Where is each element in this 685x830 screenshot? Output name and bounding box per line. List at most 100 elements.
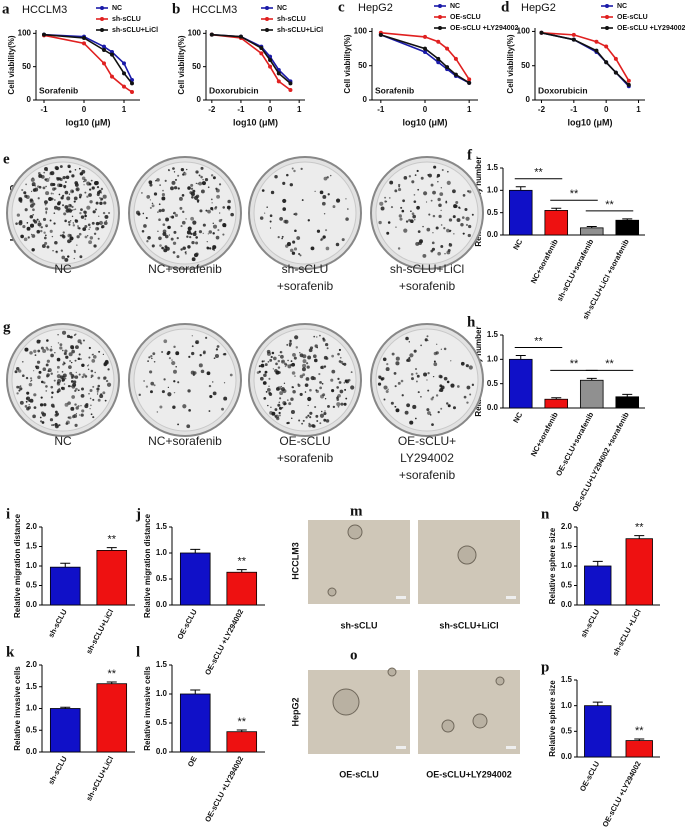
- colony: [316, 229, 321, 233]
- colony: [466, 385, 471, 390]
- colony: [293, 169, 296, 173]
- colony: [43, 403, 47, 407]
- colony: [412, 214, 416, 219]
- colony: [438, 390, 441, 392]
- colony: [324, 410, 326, 412]
- colony: [171, 361, 176, 366]
- drug-label: Sorafenib: [375, 85, 414, 95]
- colony: [286, 173, 289, 177]
- colony: [147, 360, 149, 362]
- colony: [46, 374, 49, 378]
- colony: [62, 231, 65, 234]
- colony: [30, 379, 33, 382]
- data-point: [571, 37, 576, 42]
- legend-marker: [265, 28, 269, 32]
- bar: [179, 693, 211, 753]
- y-tick-label: 1.0: [156, 548, 168, 557]
- bar: [625, 538, 653, 606]
- data-point: [571, 32, 576, 37]
- colony: [462, 232, 465, 235]
- error-bar: [190, 548, 201, 553]
- colony: [63, 383, 66, 385]
- data-point: [82, 36, 86, 40]
- colony: [341, 238, 345, 242]
- colony: [289, 248, 294, 253]
- colony: [158, 218, 161, 222]
- colony: [98, 350, 101, 353]
- colony: [458, 206, 461, 209]
- colony: [202, 223, 206, 227]
- x-tick-label: NC+sorafenib: [529, 237, 560, 285]
- legend-marker: [265, 17, 269, 21]
- significance-label: **: [605, 358, 614, 370]
- colony: [40, 380, 44, 384]
- colony: [56, 365, 60, 369]
- colony: [450, 383, 455, 388]
- colony: [54, 422, 58, 426]
- colony: [209, 247, 212, 250]
- colony: [340, 402, 344, 406]
- colony: [167, 225, 171, 230]
- colony: [279, 391, 284, 396]
- colony: [469, 393, 472, 396]
- colony: [172, 251, 176, 254]
- colony: [88, 392, 90, 395]
- colony: [415, 380, 418, 383]
- colony: [294, 335, 299, 340]
- x-tick-label: OE-sCLU: [578, 760, 601, 793]
- colony: [431, 241, 435, 245]
- colony: [300, 167, 303, 170]
- colony: [445, 201, 448, 204]
- colony: [73, 380, 77, 384]
- colony: [173, 345, 176, 349]
- colony: [384, 196, 387, 199]
- colony: [347, 208, 349, 210]
- colony: [89, 407, 91, 410]
- colony: [50, 385, 54, 389]
- colony: [162, 232, 167, 237]
- colony: [320, 394, 325, 399]
- colony: [452, 215, 456, 219]
- y-tick-label: 2.0: [26, 660, 38, 669]
- colony: [86, 195, 89, 198]
- colony: [261, 189, 265, 192]
- colony: [331, 369, 336, 374]
- colony: [47, 370, 50, 373]
- data-point: [102, 48, 106, 52]
- colony: [260, 363, 265, 368]
- colony: [432, 375, 435, 378]
- colony: [95, 221, 100, 226]
- colony: [413, 194, 416, 196]
- colony: [410, 210, 412, 213]
- data-point: [276, 71, 281, 76]
- colony: [28, 404, 30, 406]
- x-tick-label: 0: [82, 105, 87, 114]
- data-point: [423, 46, 427, 51]
- colony: [394, 385, 397, 388]
- y-axis-label: Relative sphere size: [548, 527, 557, 604]
- panel-letter: n: [541, 506, 550, 522]
- panel-letter: a: [2, 1, 10, 17]
- colony: [90, 376, 92, 378]
- colony: [195, 182, 197, 184]
- colony: [314, 405, 317, 409]
- colony: [198, 181, 203, 186]
- colony: [53, 187, 57, 190]
- colony: [208, 410, 211, 412]
- colony: [309, 411, 313, 415]
- colony: [440, 224, 443, 226]
- colony: [100, 187, 104, 191]
- colony: [283, 219, 287, 224]
- colony: [417, 391, 420, 394]
- colony: [395, 356, 400, 361]
- colony: [271, 411, 276, 416]
- colony: [158, 203, 161, 206]
- colony: [279, 397, 282, 400]
- legend-label: sh-sCLU: [112, 16, 141, 23]
- colony: [80, 394, 85, 398]
- bar: [226, 571, 258, 606]
- colony: [143, 380, 146, 382]
- colony: [302, 373, 306, 377]
- colony: [74, 403, 77, 406]
